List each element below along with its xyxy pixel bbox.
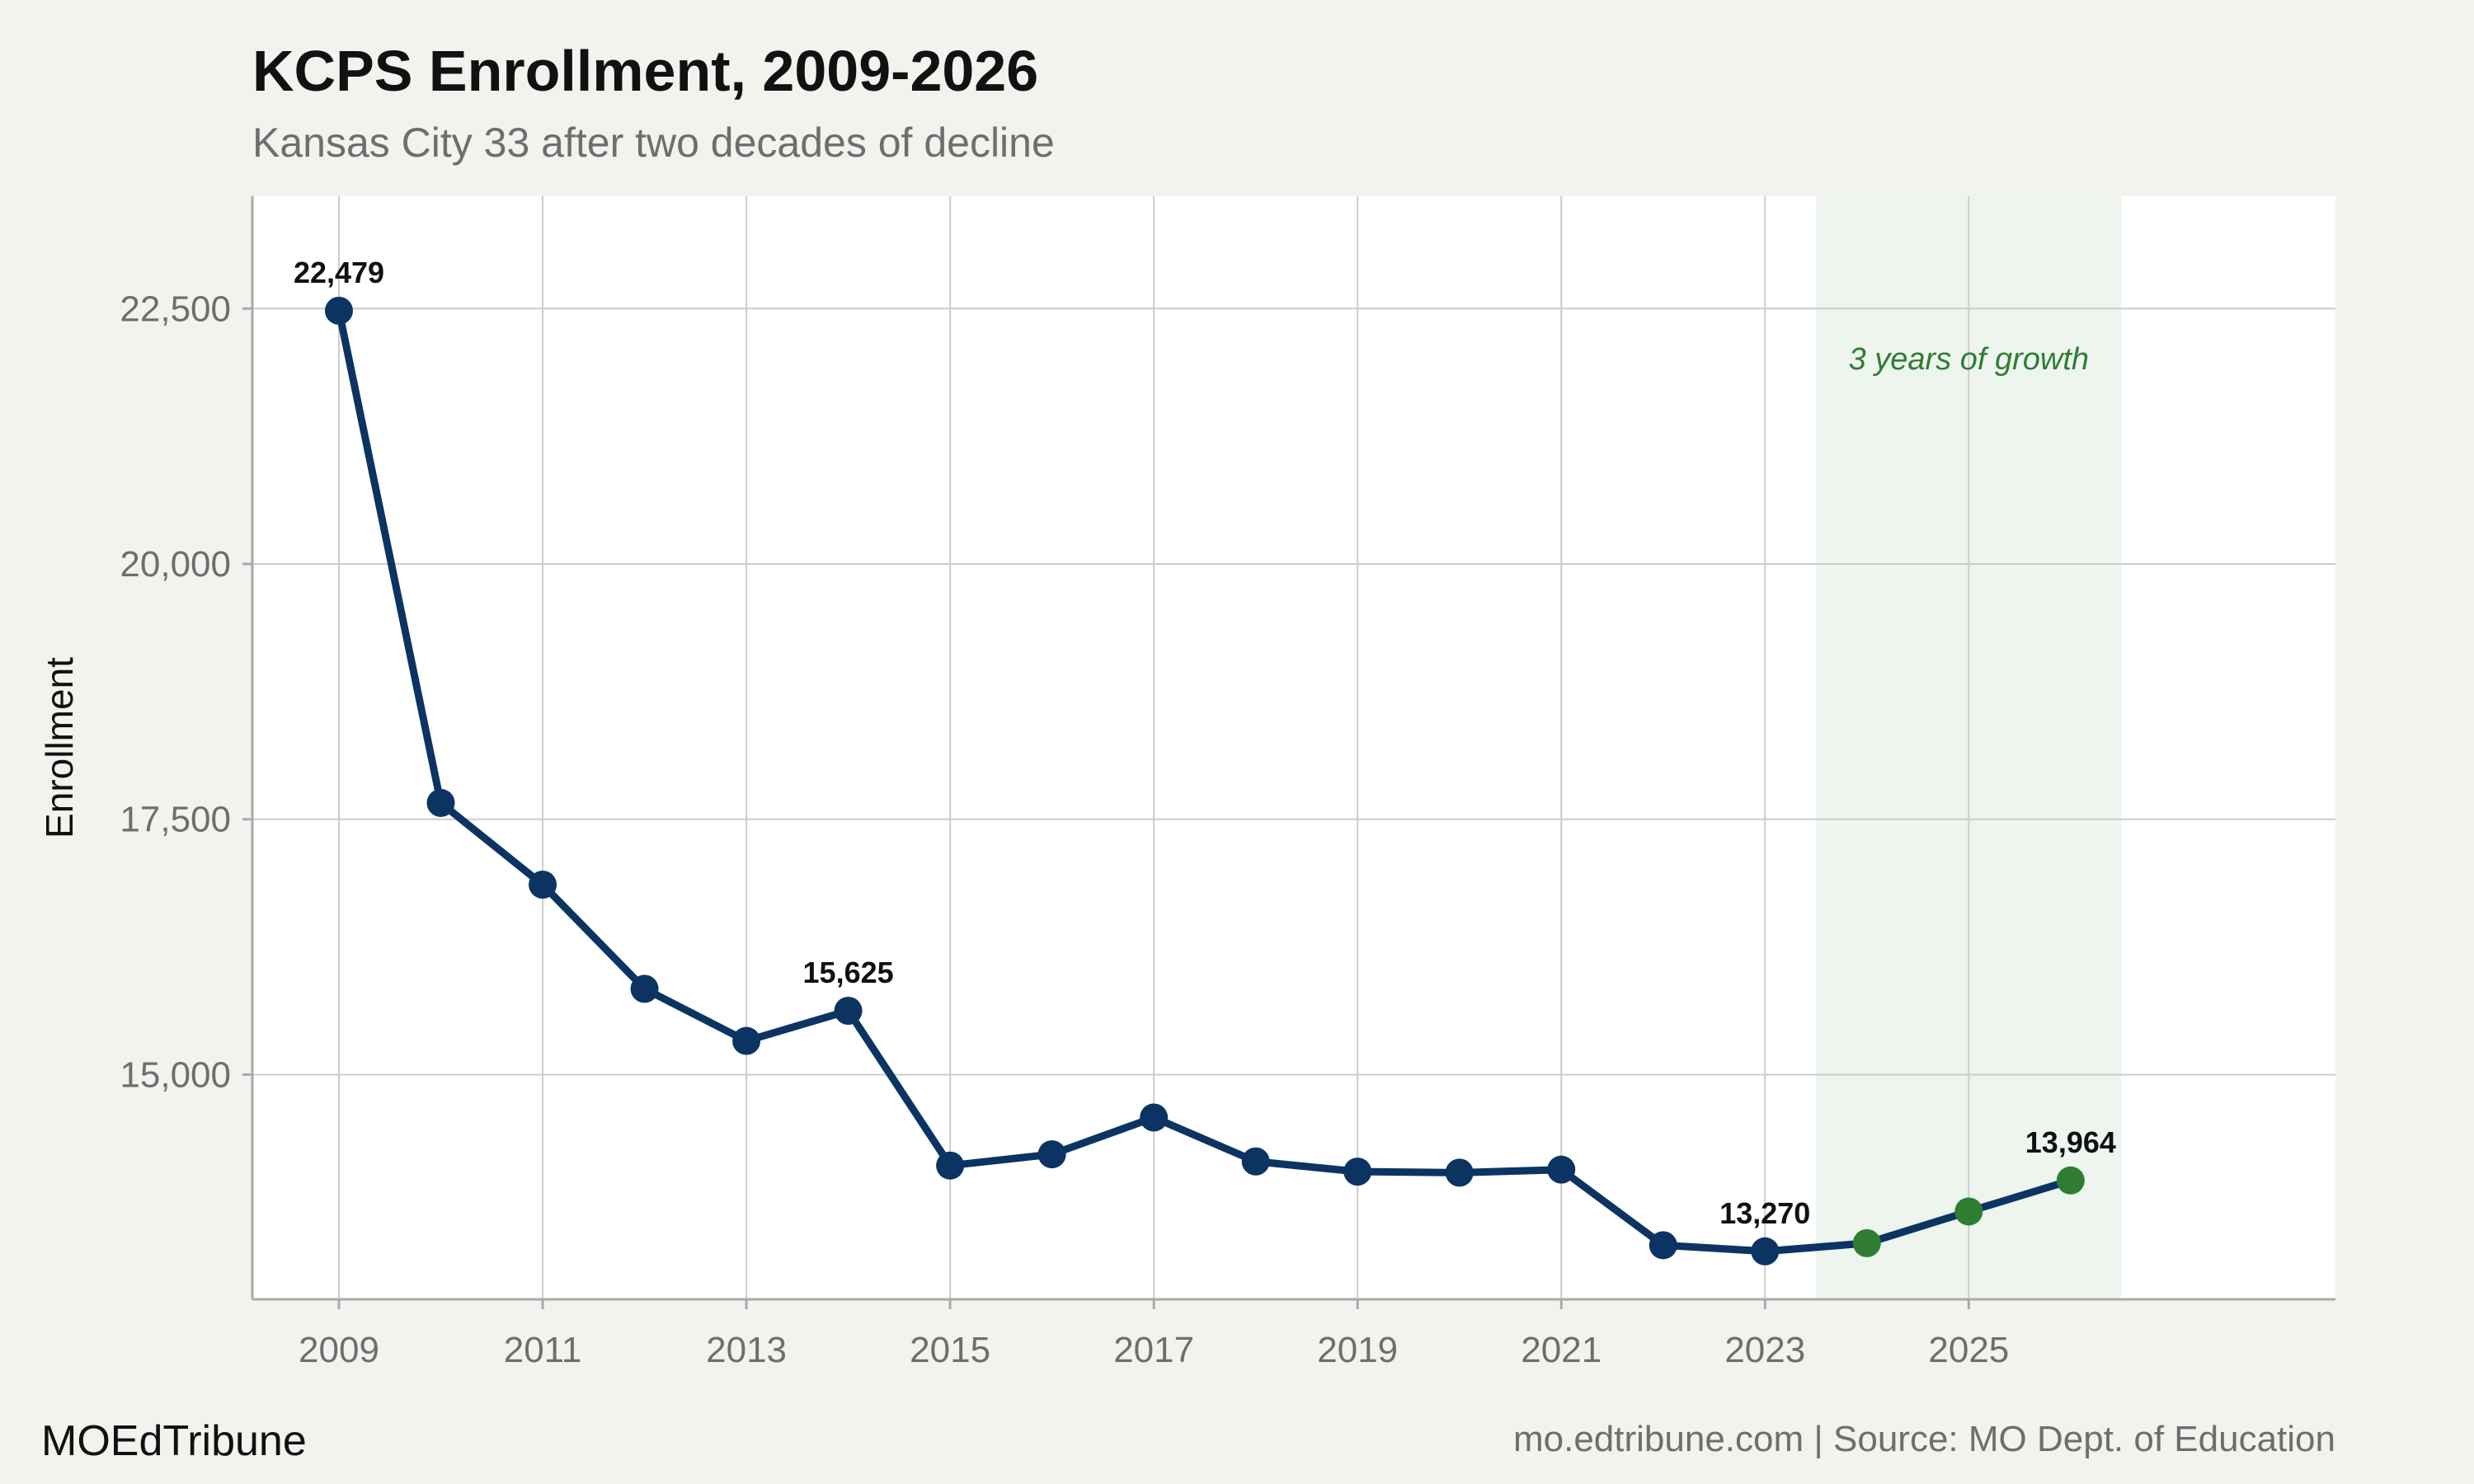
- chart-subtitle: Kansas City 33 after two decades of decl…: [252, 120, 1055, 166]
- y-tick-label: 20,000: [120, 544, 231, 585]
- x-tick-label: 2015: [910, 1330, 990, 1370]
- data-labels: 22,479 15,625 13,270 13,964: [294, 256, 2116, 1230]
- x-tick-label: 2021: [1521, 1330, 1602, 1370]
- data-point: [1241, 1147, 1270, 1176]
- x-tick-label: 2009: [299, 1330, 379, 1370]
- data-point: [1649, 1231, 1677, 1260]
- data-label: 13,270: [1719, 1196, 1810, 1230]
- data-point: [834, 997, 863, 1026]
- growth-point: [2056, 1166, 2085, 1195]
- data-points: [324, 296, 2085, 1266]
- y-tick-label: 17,500: [120, 800, 231, 840]
- x-tick-label: 2025: [1928, 1330, 2009, 1370]
- x-tick-label: 2023: [1724, 1330, 1805, 1370]
- gridlines: [252, 196, 2335, 1299]
- data-point: [1445, 1158, 1474, 1187]
- chart-title: KCPS Enrollment, 2009-2026: [252, 39, 1038, 103]
- growth-annotation: 3 years of growth: [1849, 342, 2089, 377]
- data-point: [426, 788, 455, 817]
- x-tick-label: 2019: [1317, 1330, 1398, 1370]
- x-tick-label: 2013: [706, 1330, 787, 1370]
- data-point: [1751, 1237, 1780, 1266]
- y-tick-label: 22,500: [120, 289, 231, 329]
- x-tick-label: 2011: [504, 1330, 582, 1370]
- x-tick-label: 2017: [1113, 1330, 1194, 1370]
- axes: 2009 2011 2013 2015 2017 2019 2021 2023 2025 15,0…: [120, 196, 2335, 1370]
- source-credit: mo.edtribune.com | Source: MO Dept. of E…: [1513, 1419, 2335, 1459]
- data-point: [324, 296, 353, 325]
- growth-point: [1954, 1197, 1983, 1226]
- data-point: [936, 1151, 965, 1180]
- data-label: 13,964: [2025, 1125, 2116, 1159]
- data-label: 15,625: [803, 956, 894, 989]
- y-axis-label: Enrollment: [38, 657, 81, 838]
- brand-label: MOEdTribune: [41, 1417, 307, 1465]
- data-point: [1140, 1103, 1169, 1132]
- data-point: [732, 1026, 761, 1055]
- enrollment-line: [335, 307, 2075, 1256]
- growth-point: [1852, 1228, 1881, 1257]
- data-label: 22,479: [294, 256, 384, 289]
- data-point: [1037, 1140, 1066, 1169]
- data-point: [529, 871, 557, 899]
- y-tick-label: 15,000: [120, 1054, 231, 1095]
- data-point: [630, 974, 659, 1003]
- data-point: [1343, 1158, 1372, 1186]
- data-point: [1547, 1155, 1576, 1184]
